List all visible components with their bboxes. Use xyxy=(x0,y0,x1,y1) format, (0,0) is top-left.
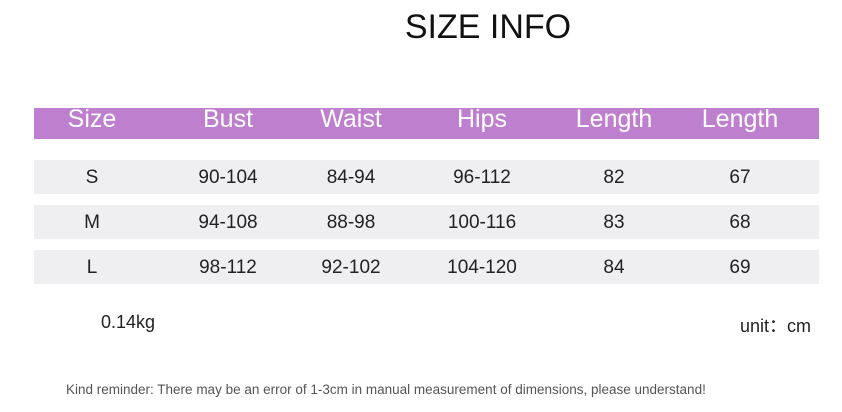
table-cell: L xyxy=(86,257,98,278)
page-title: SIZE INFO xyxy=(404,8,572,46)
table-cell: 84-94 xyxy=(326,167,376,188)
column-header: Bust xyxy=(202,105,254,133)
reminder-note: Kind reminder: There may be an error of … xyxy=(66,382,706,397)
table-cell: 94-108 xyxy=(198,212,258,233)
column-header: Length xyxy=(575,105,653,133)
table-cell: 82 xyxy=(603,167,625,188)
table-cell: 84 xyxy=(603,257,625,278)
column-header: Length xyxy=(701,105,779,133)
table-cell: 67 xyxy=(729,167,751,188)
table-cell: 69 xyxy=(729,257,751,278)
column-header: Waist xyxy=(320,105,382,133)
table-cell: 98-112 xyxy=(199,257,257,278)
table-cell: 92-102 xyxy=(321,257,381,278)
table-header: Size Bust Waist Hips Length Length xyxy=(34,105,819,139)
unit-label: unit：cm xyxy=(739,316,811,336)
column-header: Size xyxy=(67,105,117,133)
table-cell: 88-98 xyxy=(326,212,376,233)
table-row: S 90-104 84-94 96-112 82 67 xyxy=(34,160,819,194)
table-cell: 100-116 xyxy=(447,212,517,233)
table-row: L 98-112 92-102 104-120 84 69 xyxy=(34,250,819,284)
table-cell: M xyxy=(84,212,100,233)
table-cell: 68 xyxy=(729,212,751,233)
table-row: M 94-108 88-98 100-116 83 68 xyxy=(34,205,819,239)
table-cell: 90-104 xyxy=(198,167,258,188)
table-cell: 83 xyxy=(603,212,625,233)
table-cell: S xyxy=(85,167,99,188)
column-header: Hips xyxy=(456,105,508,133)
table-cell: 96-112 xyxy=(453,167,511,188)
weight-label: 0.14kg xyxy=(101,312,156,332)
table-cell: 104-120 xyxy=(447,257,517,278)
